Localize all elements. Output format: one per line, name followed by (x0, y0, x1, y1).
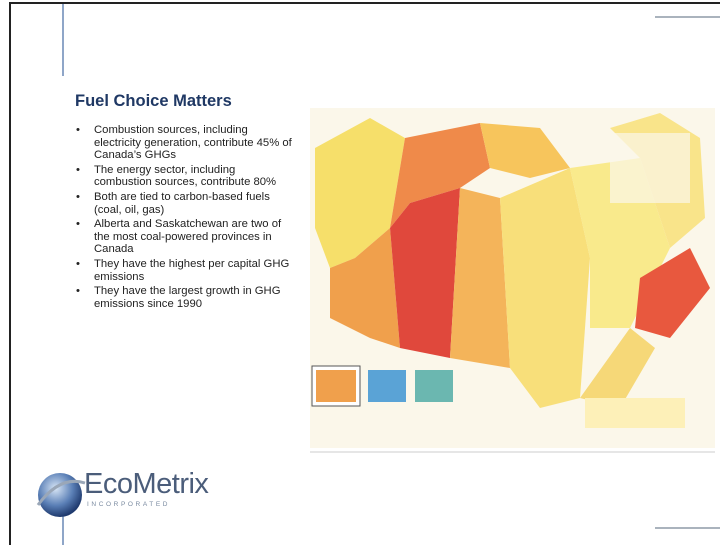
bullet: Combustion sources, including electricit… (76, 124, 294, 162)
map-legend (610, 133, 690, 203)
globe (38, 473, 82, 517)
map-note (585, 398, 685, 428)
region (330, 228, 400, 348)
bullet-list: Combustion sources, including electricit… (76, 124, 294, 312)
slide-title: Fuel Choice Matters (75, 92, 232, 110)
thumbnail (368, 370, 406, 402)
region (480, 123, 570, 178)
region (390, 188, 460, 358)
bullet: Both are tied to carbon-based fuels (coa… (76, 191, 294, 216)
bullet: They have the largest growth in GHG emis… (76, 285, 294, 310)
slide-frame (9, 2, 720, 545)
bullet: The energy sector, including combustion … (76, 164, 294, 189)
region (390, 123, 490, 228)
logo-globe (36, 473, 86, 517)
accent-bar (62, 505, 64, 545)
region (500, 168, 590, 408)
bullet: Alberta and Saskatchewan are two of the … (76, 218, 294, 256)
map-margin (310, 448, 715, 486)
map-image (310, 108, 715, 486)
swoosh (36, 479, 86, 506)
accent-bar (62, 4, 64, 76)
rule (655, 16, 720, 18)
logo-tagline: INCORPORATED (87, 501, 171, 508)
region (450, 188, 510, 368)
region (635, 248, 710, 338)
logo-name: EcoMetrix (84, 468, 209, 500)
region (315, 118, 405, 268)
rule (655, 527, 720, 529)
region (580, 328, 655, 408)
thumbnail (316, 370, 356, 402)
bullet: They have the highest per capital GHG em… (76, 258, 294, 283)
thumbnail (415, 370, 453, 402)
